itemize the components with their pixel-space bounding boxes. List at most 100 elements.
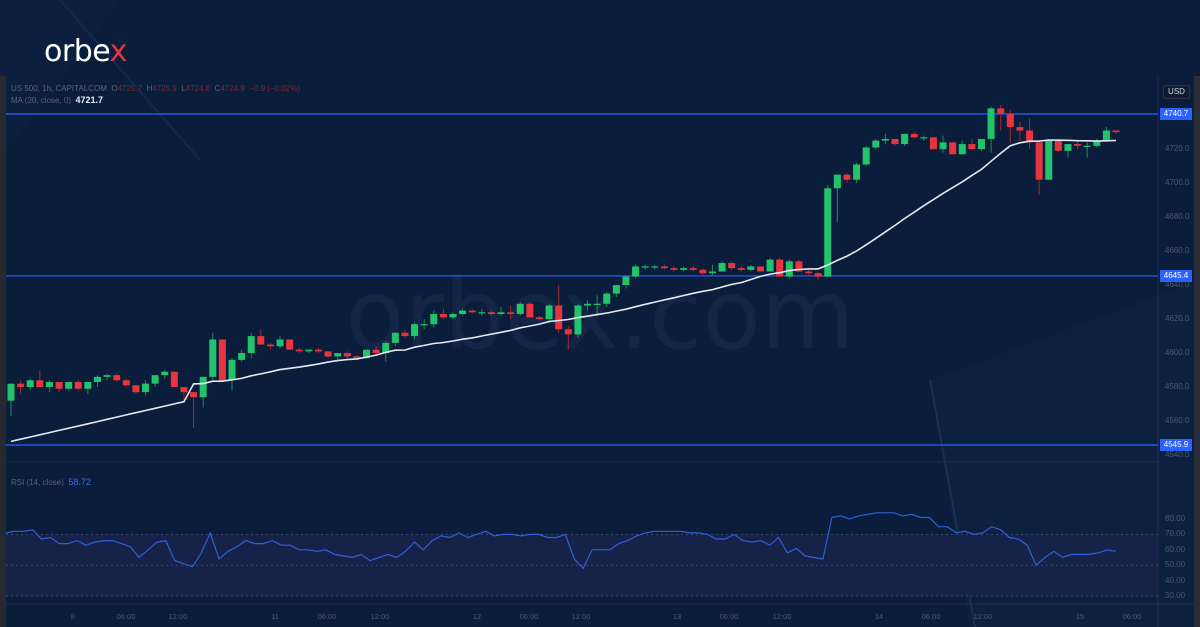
symbol-legend: US 500, 1h, CAPITALCOM O4725.7 H4725.9 L… bbox=[11, 84, 300, 93]
candle-down bbox=[968, 144, 976, 150]
candle-down bbox=[535, 317, 543, 320]
price-tick-label: 4620.0 bbox=[1165, 314, 1190, 324]
candle-up bbox=[901, 133, 909, 145]
candle-up bbox=[747, 266, 755, 270]
candle-down bbox=[36, 380, 44, 388]
candle-up bbox=[593, 303, 601, 305]
time-tick-label: 14 bbox=[874, 612, 884, 621]
candle-up bbox=[228, 359, 236, 381]
candle-down bbox=[689, 268, 697, 270]
candle-down bbox=[180, 387, 188, 393]
logo-accent-x: x bbox=[109, 34, 128, 69]
candle-up bbox=[603, 293, 611, 304]
candle-down bbox=[699, 269, 707, 274]
candle-down bbox=[1112, 130, 1120, 133]
candle-up bbox=[545, 305, 553, 320]
price-tick-label: 4580.0 bbox=[1165, 382, 1190, 392]
low-label: L bbox=[181, 84, 186, 93]
price-tick-label: 4720.0 bbox=[1165, 144, 1190, 154]
rsi-line bbox=[5, 512, 1117, 570]
candle-down bbox=[997, 108, 1005, 114]
time-tick-label: 06:00 bbox=[317, 612, 337, 621]
candle-up bbox=[45, 381, 53, 388]
candle-up bbox=[391, 332, 399, 343]
price-level-tag: 4545.9 bbox=[1160, 439, 1192, 451]
candle-down bbox=[286, 339, 294, 350]
candle-up bbox=[785, 261, 793, 277]
candle-down bbox=[910, 133, 918, 138]
candle-up bbox=[1102, 130, 1110, 141]
candle-up bbox=[103, 375, 111, 377]
candle-up bbox=[151, 375, 159, 384]
time-tick-label: 13 bbox=[672, 612, 682, 621]
price-tick-label: 4540.0 bbox=[1165, 450, 1190, 460]
candle-down bbox=[257, 336, 265, 345]
candle-down bbox=[670, 268, 678, 270]
close-label: C bbox=[214, 84, 221, 93]
rsi-value: 58.72 bbox=[68, 477, 91, 487]
candle-down bbox=[555, 305, 563, 330]
candle-down bbox=[487, 312, 495, 314]
close-value: 4724.9 bbox=[220, 84, 245, 93]
candle-up bbox=[958, 144, 966, 155]
open-value: 4725.7 bbox=[117, 84, 143, 93]
symbol-label: US 500, 1h, CAPITALCOM bbox=[11, 84, 107, 93]
ma-legend[interactable]: MA (20, close, 0) 4721.7 bbox=[11, 95, 103, 105]
candle-down bbox=[507, 312, 515, 314]
candle-down bbox=[1054, 140, 1062, 151]
candle-up bbox=[161, 371, 169, 376]
low-value: 4724.8 bbox=[185, 84, 211, 93]
candle-up bbox=[612, 285, 620, 294]
candle-down bbox=[891, 138, 899, 145]
price-level-tag: 4645.4 bbox=[1160, 269, 1192, 282]
candle-up bbox=[651, 266, 659, 268]
candle-down bbox=[843, 174, 851, 180]
time-tick-label: 12:00 bbox=[168, 612, 188, 621]
candle-down bbox=[1074, 144, 1082, 146]
time-tick-label: 8 bbox=[70, 612, 76, 621]
candle-up bbox=[1064, 144, 1072, 151]
left-gutter bbox=[0, 76, 6, 627]
time-tick-label: 12 bbox=[472, 612, 482, 621]
candle-up bbox=[708, 271, 716, 274]
candle-down bbox=[295, 349, 303, 352]
candle-down bbox=[737, 268, 745, 270]
candle-up bbox=[497, 312, 505, 314]
time-tick-label: 12:00 bbox=[973, 612, 993, 621]
price-level-tag: 4740.7 bbox=[1160, 108, 1192, 120]
candle-up bbox=[334, 353, 342, 357]
candle-up bbox=[641, 266, 649, 268]
candle-up bbox=[459, 310, 467, 314]
time-tick-label: 06:00 bbox=[921, 612, 941, 621]
orbex-logo: orbex bbox=[44, 34, 127, 69]
time-tick-label: 06:00 bbox=[719, 612, 739, 621]
price-tick-label: 4660.0 bbox=[1165, 246, 1190, 256]
candle-up bbox=[881, 138, 889, 141]
candle-down bbox=[756, 266, 764, 272]
candle-up bbox=[382, 342, 390, 354]
candle-up bbox=[93, 376, 101, 382]
candle-down bbox=[1006, 113, 1014, 128]
candle-up bbox=[449, 313, 457, 318]
moving-average-line bbox=[10, 139, 1117, 443]
time-tick-label: 12:00 bbox=[370, 612, 390, 621]
candle-up bbox=[26, 380, 34, 388]
candle-down bbox=[218, 339, 226, 381]
candle-up bbox=[574, 305, 582, 335]
candle-up bbox=[516, 303, 524, 314]
candle-up bbox=[680, 268, 688, 270]
candle-up bbox=[420, 324, 428, 326]
candle-up bbox=[718, 263, 726, 272]
right-scrollbar[interactable] bbox=[1194, 76, 1200, 627]
currency-badge[interactable]: USD bbox=[1163, 85, 1190, 99]
candle-up bbox=[7, 383, 15, 401]
candle-up bbox=[238, 353, 246, 360]
candle-down bbox=[805, 271, 813, 274]
candle-down bbox=[795, 261, 803, 272]
candle-up bbox=[1083, 145, 1091, 147]
candle-down bbox=[113, 375, 121, 381]
candle-down bbox=[401, 332, 409, 337]
candle-down bbox=[343, 353, 351, 357]
rsi-legend[interactable]: RSI (14, close) 58.72 bbox=[11, 477, 91, 487]
